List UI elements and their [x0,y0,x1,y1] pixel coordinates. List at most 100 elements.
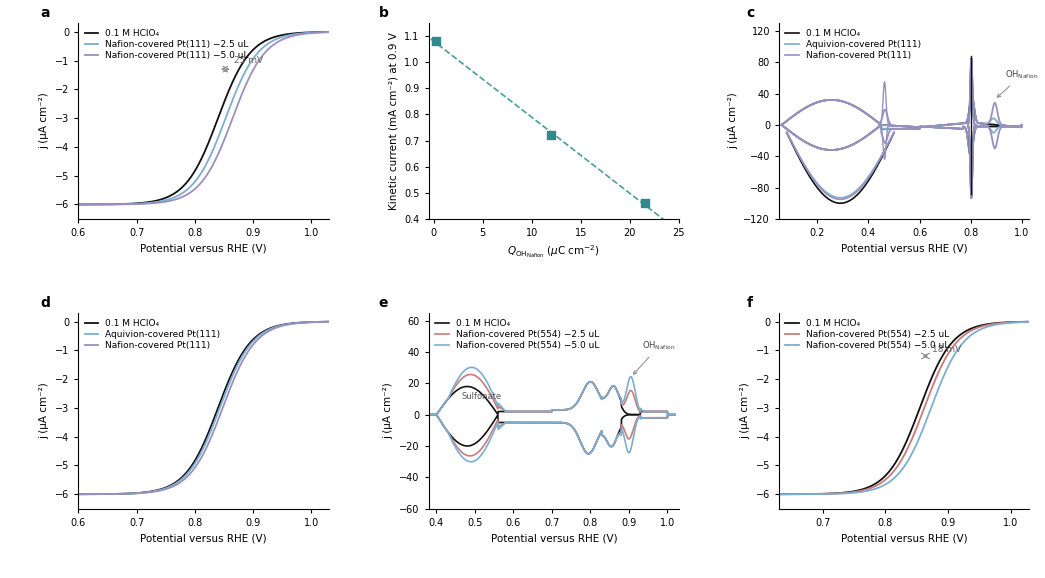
0.1 M HClO₄ [260,327,273,334]
Nafion-covered Pt(554) −2.5 uL [1023,318,1036,325]
Nafion-covered Pt(111) −5.0 uL [185,188,198,195]
Point [427,37,444,46]
X-axis label: Potential versus RHE (V): Potential versus RHE (V) [841,533,968,543]
Line: Nafion-covered Pt(111) −2.5 uL: Nafion-covered Pt(111) −2.5 uL [78,32,328,205]
0.1 M HClO₄ [773,491,786,498]
Nafion-covered Pt(111) [137,490,149,497]
0.1 M HClO₄ [116,201,129,208]
Point [636,199,653,208]
Legend: 0.1 M HClO₄, Nafion-covered Pt(111) −2.5 uL, Nafion-covered Pt(111) −5.0 uL: 0.1 M HClO₄, Nafion-covered Pt(111) −2.5… [83,28,251,62]
Nafion-covered Pt(111) [239,352,252,359]
Y-axis label: j (μA cm⁻²): j (μA cm⁻²) [40,92,49,149]
0.1 M HClO₄ [921,387,933,394]
0.1 M HClO₄ [116,490,129,497]
Nafion-covered Pt(554) −5.0 uL [1023,318,1036,325]
Nafion-covered Pt(111) [219,396,232,403]
X-axis label: $Q_{\mathrm{OH_{Nafion}}}$ ($\mu$C cm$^{-2}$): $Q_{\mathrm{OH_{Nafion}}}$ ($\mu$C cm$^{… [508,243,600,260]
Nafion-covered Pt(111) −5.0 uL [260,47,273,54]
Y-axis label: Kinetic current (mA cm⁻²) at 0.9 V: Kinetic current (mA cm⁻²) at 0.9 V [389,32,399,210]
Nafion-covered Pt(111) −2.5 uL [137,200,149,207]
Nafion-covered Pt(111) −5.0 uL [219,132,232,139]
Legend: 0.1 M HClO₄, Nafion-covered Pt(554) −2.5 uL, Nafion-covered Pt(554) −5.0 uL: 0.1 M HClO₄, Nafion-covered Pt(554) −2.5… [784,317,951,351]
Text: 25 mV: 25 mV [234,57,263,65]
Nafion-covered Pt(111) [185,469,198,476]
Nafion-covered Pt(554) −2.5 uL [837,490,850,497]
Text: OH$_{\mathrm{Nafion}}$: OH$_{\mathrm{Nafion}}$ [997,69,1039,97]
Nafion-covered Pt(554) −5.0 uL [773,491,786,498]
Nafion-covered Pt(111) −5.0 uL [322,29,334,36]
Nafion-covered Pt(554) −2.5 uL [886,469,899,476]
Line: Nafion-covered Pt(554) −2.5 uL: Nafion-covered Pt(554) −2.5 uL [780,322,1029,494]
0.1 M HClO₄ [137,489,149,496]
X-axis label: Potential versus RHE (V): Potential versus RHE (V) [490,533,618,543]
X-axis label: Potential versus RHE (V): Potential versus RHE (V) [140,243,266,254]
Nafion-covered Pt(554) −2.5 uL [921,398,933,405]
0.1 M HClO₄ [817,490,830,497]
Nafion-covered Pt(111) [322,318,334,325]
0.1 M HClO₄ [322,28,334,35]
Aquivion-covered Pt(111) [185,465,198,472]
Nafion-covered Pt(554) −2.5 uL [773,491,786,498]
0.1 M HClO₄ [72,201,85,208]
Nafion-covered Pt(554) −2.5 uL [961,329,974,336]
Nafion-covered Pt(554) −2.5 uL [939,354,952,361]
Nafion-covered Pt(111) −2.5 uL [322,28,334,35]
0.1 M HClO₄ [137,199,149,206]
Line: Nafion-covered Pt(111) −5.0 uL: Nafion-covered Pt(111) −5.0 uL [78,32,328,205]
Legend: 0.1 M HClO₄, Nafion-covered Pt(554) −2.5 uL, Nafion-covered Pt(554) −5.0 uL: 0.1 M HClO₄, Nafion-covered Pt(554) −2.5… [434,317,601,351]
0.1 M HClO₄ [239,345,252,352]
Text: d: d [41,296,51,310]
Line: Aquivion-covered Pt(111): Aquivion-covered Pt(111) [78,322,328,494]
0.1 M HClO₄ [322,318,334,325]
Y-axis label: j (μA cm⁻²): j (μA cm⁻²) [384,383,394,439]
Nafion-covered Pt(111) −5.0 uL [137,201,149,208]
Nafion-covered Pt(111) −2.5 uL [72,201,85,208]
Aquivion-covered Pt(111) [116,490,129,497]
Nafion-covered Pt(111) [72,491,85,498]
Y-axis label: j (μA cm⁻²): j (μA cm⁻²) [740,383,750,439]
Nafion-covered Pt(111) −5.0 uL [72,201,85,208]
Text: OH$_{\mathrm{Nafion}}$: OH$_{\mathrm{Nafion}}$ [633,340,676,374]
Nafion-covered Pt(111) −2.5 uL [116,201,129,208]
Legend: 0.1 M HClO₄, Aquivion-covered Pt(111), Nafion-covered Pt(111): 0.1 M HClO₄, Aquivion-covered Pt(111), N… [83,317,223,351]
0.1 M HClO₄ [72,491,85,498]
Nafion-covered Pt(554) −5.0 uL [837,490,850,497]
Line: Nafion-covered Pt(554) −5.0 uL: Nafion-covered Pt(554) −5.0 uL [780,322,1029,494]
Line: 0.1 M HClO₄: 0.1 M HClO₄ [780,322,1029,494]
Aquivion-covered Pt(111) [219,388,232,395]
Aquivion-covered Pt(111) [137,489,149,496]
Nafion-covered Pt(111) −5.0 uL [116,201,129,208]
Nafion-covered Pt(111) [116,490,129,497]
Text: e: e [378,296,388,310]
Nafion-covered Pt(111) −2.5 uL [239,68,252,75]
Point [543,131,560,140]
0.1 M HClO₄ [219,384,232,391]
Text: b: b [378,6,389,20]
Text: 18 mV: 18 mV [932,344,961,354]
Line: Nafion-covered Pt(111): Nafion-covered Pt(111) [78,322,328,494]
0.1 M HClO₄ [961,327,974,334]
0.1 M HClO₄ [239,55,252,62]
0.1 M HClO₄ [185,462,198,469]
Nafion-covered Pt(554) −5.0 uL [921,416,933,423]
Text: a: a [41,6,50,20]
Text: f: f [746,296,752,310]
X-axis label: Potential versus RHE (V): Potential versus RHE (V) [140,533,266,543]
Y-axis label: j (μA cm⁻²): j (μA cm⁻²) [728,92,738,149]
Nafion-covered Pt(554) −5.0 uL [939,367,952,374]
Nafion-covered Pt(111) −2.5 uL [260,41,273,48]
Aquivion-covered Pt(111) [239,347,252,354]
Nafion-covered Pt(111) −2.5 uL [219,114,232,121]
Nafion-covered Pt(554) −2.5 uL [817,490,830,497]
0.1 M HClO₄ [219,94,232,101]
Nafion-covered Pt(554) −5.0 uL [817,491,830,498]
X-axis label: Potential versus RHE (V): Potential versus RHE (V) [841,243,968,254]
Nafion-covered Pt(111) −5.0 uL [239,82,252,89]
Line: 0.1 M HClO₄: 0.1 M HClO₄ [78,322,328,494]
Nafion-covered Pt(111) −2.5 uL [185,182,198,189]
0.1 M HClO₄ [185,173,198,180]
0.1 M HClO₄ [837,489,850,496]
Legend: 0.1 M HClO₄, Aquivion-covered Pt(111), Nafion-covered Pt(111): 0.1 M HClO₄, Aquivion-covered Pt(111), N… [784,28,923,62]
Nafion-covered Pt(111) [260,329,273,336]
Aquivion-covered Pt(111) [72,491,85,498]
